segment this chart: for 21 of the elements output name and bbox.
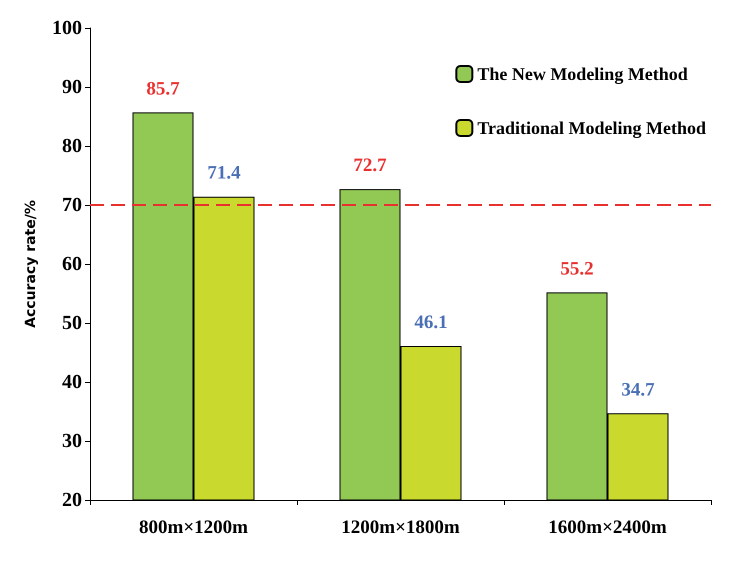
x-tick-label: 1200m×1800m [341,517,460,538]
x-tick-label: 1600m×2400m [548,517,667,538]
data-label: 71.4 [207,162,242,184]
y-axis-title: Accuracy rate/% [23,200,39,328]
x-tick-label: 800m×1200m [139,517,248,538]
y-tick-label: 60 [62,253,82,275]
data-label: 55.2 [560,258,594,280]
data-label: 46.1 [414,312,448,334]
y-tick-label: 20 [62,489,82,511]
data-label: 34.7 [621,379,656,400]
legend-label: Traditional Modeling Method [477,118,706,138]
data-label: 72.7 [353,155,388,176]
y-tick-label: 50 [62,312,82,334]
y-tick-label: 80 [62,135,82,157]
y-tick-label: 100 [52,17,82,39]
data-label: 85.7 [146,78,180,100]
legend-label: The New Modeling Method [477,64,688,84]
y-tick-label: 70 [62,194,82,216]
y-tick-label: 40 [62,371,82,393]
y-tick-label: 90 [62,76,82,98]
y-tick-label: 30 [62,430,82,452]
